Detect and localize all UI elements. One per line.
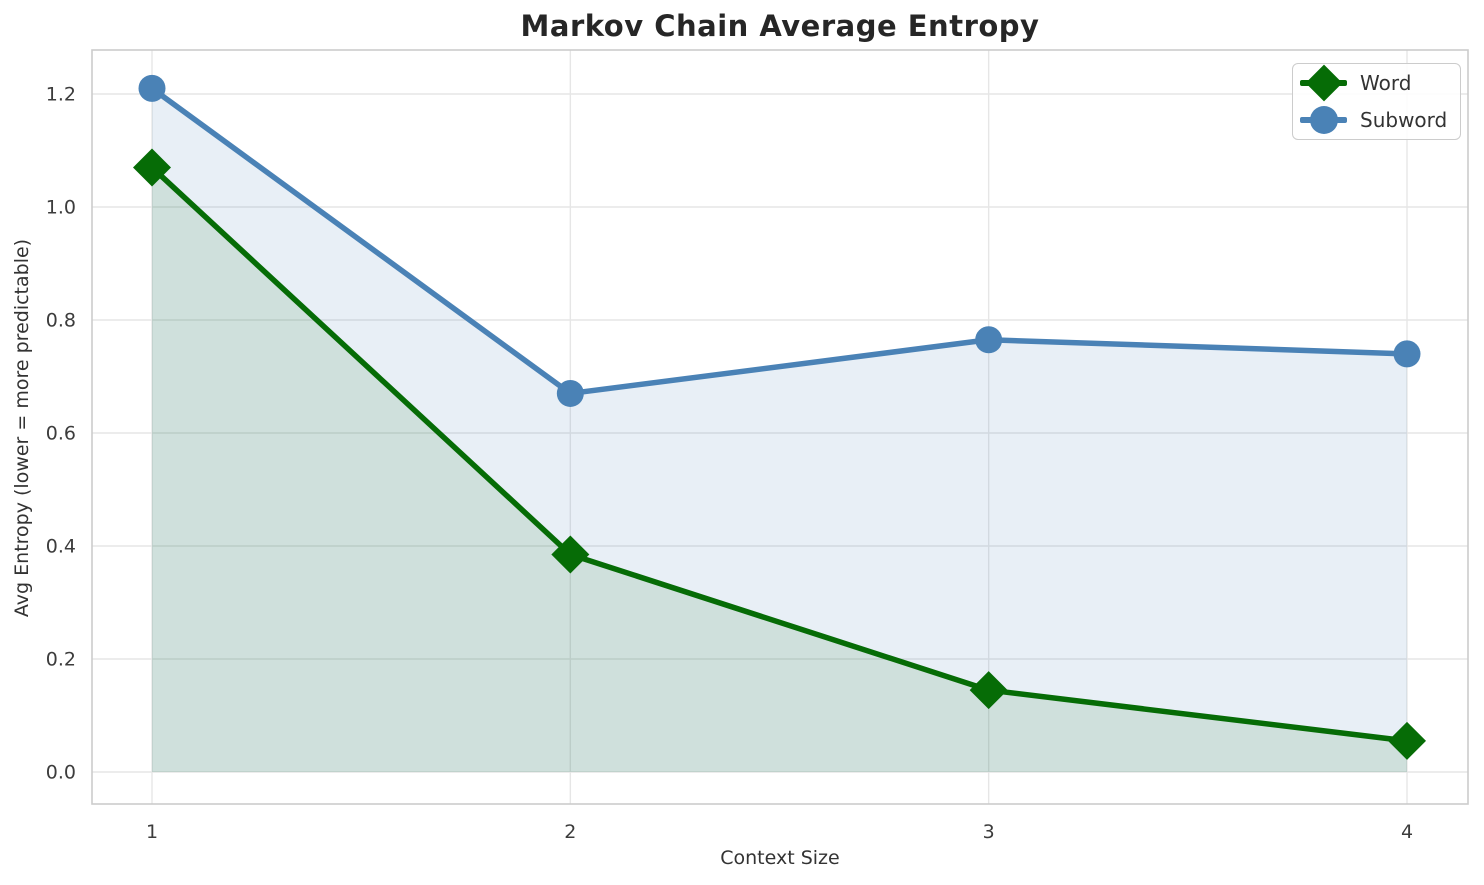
x-axis-label: Context Size [720,847,840,869]
legend-label-word: Word [1360,71,1412,95]
y-tick-label: 0.8 [46,310,76,332]
area-word [152,167,1407,772]
marker-word-3 [969,671,1008,710]
marker-word-2 [551,535,590,574]
line-subword [149,85,1410,397]
diamond-marker-icon [1305,64,1342,102]
legend-item-subword: Subword [1300,102,1460,139]
marker-word-4 [1388,721,1426,760]
legend-sample-subword [1300,104,1347,136]
marker-subword-3 [975,326,1003,354]
x-tick-label: 2 [564,821,576,843]
chart-title: Markov Chain Average Entropy [520,9,1040,43]
line-word [149,164,1410,744]
y-tick-label: 1.2 [46,84,76,106]
legend-label-subword: Subword [1360,108,1448,132]
area-subword [152,88,1407,773]
x-tick-label: 4 [1401,821,1413,843]
legend-item-word: Word [1300,64,1460,102]
y-tick-label: 0.4 [46,536,76,558]
legend-sample-word [1300,64,1347,102]
circle-marker-icon [1309,106,1338,134]
marker-subword-1 [138,74,166,102]
y-tick-label: 0.0 [46,762,76,784]
x-tick-label: 3 [983,821,995,843]
legend: Word Subword [1292,63,1461,140]
y-tick-label: 0.2 [46,649,76,671]
marker-word-1 [133,148,171,187]
marker-subword-2 [556,379,584,407]
marker-subword-4 [1393,340,1421,368]
axes-frame [91,49,1469,805]
plot-area [92,50,1468,804]
x-tick-label: 1 [146,821,158,843]
y-axis-label: Avg Entropy (lower = more predictable) [11,238,33,618]
y-tick-label: 0.6 [46,423,76,445]
y-tick-label: 1.0 [46,197,76,219]
